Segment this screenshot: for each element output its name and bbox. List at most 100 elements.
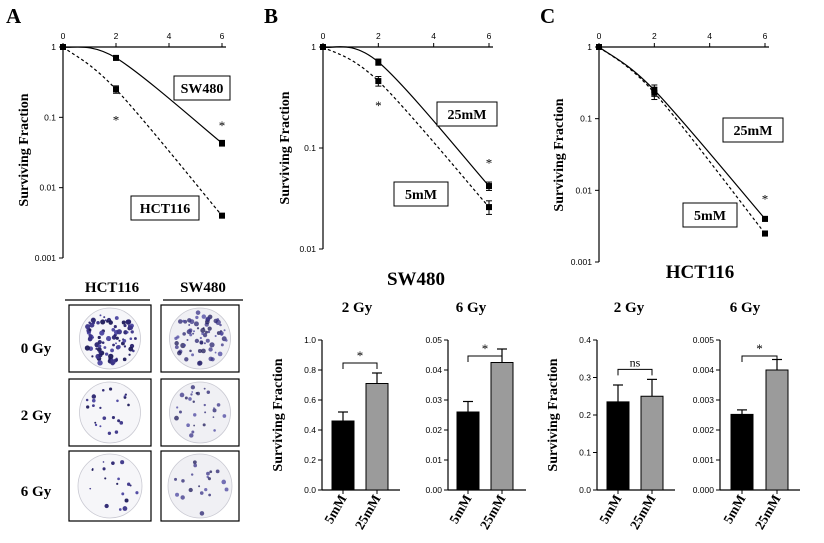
bar-chart-sw480-2gy: 2 Gy 0.0 0.2 0.4 0.6 0.8 1.0 Surviving Fraction… xyxy=(271,300,400,532)
y-tick-label: 0.3 xyxy=(579,373,591,383)
y-tick-label: 0.03 xyxy=(425,395,442,405)
colony-row-label-6gy: 6 Gy xyxy=(21,484,52,500)
panel-letter-a: A xyxy=(6,4,22,28)
y-tick-label: 0.003 xyxy=(693,395,715,405)
colony-dot xyxy=(108,353,114,360)
data-point xyxy=(486,204,492,211)
colony-dot xyxy=(114,316,119,320)
colony-dot xyxy=(209,470,213,474)
colony-dot xyxy=(197,348,202,354)
y-tick-label: 0.01 xyxy=(425,455,442,465)
panel-letter-b: B xyxy=(264,4,278,28)
colony-dot xyxy=(127,403,130,407)
colony-dot xyxy=(104,503,109,509)
y-tick-label: 0.2 xyxy=(579,410,591,420)
significance-marker: * xyxy=(113,113,120,128)
x-tick-label: 5mM xyxy=(321,492,349,526)
panel-letter-c: C xyxy=(540,4,555,28)
colony-dot xyxy=(100,319,106,325)
bar-5mm xyxy=(331,420,355,491)
colony-dot xyxy=(84,345,91,351)
colony-dot xyxy=(111,327,116,332)
colony-dot xyxy=(180,495,185,500)
y-tick-label: 0.4 xyxy=(304,425,316,435)
colony-dot xyxy=(202,327,205,330)
colony-dot xyxy=(99,314,102,317)
colony-dot xyxy=(94,421,97,424)
colony-col-label-sw480: SW480 xyxy=(180,280,226,296)
colony-dot xyxy=(189,433,194,438)
colony-dot xyxy=(182,319,185,323)
colony-dot xyxy=(210,357,215,362)
colony-dot xyxy=(178,319,183,324)
colony-dot xyxy=(207,326,212,331)
significance-marker: * xyxy=(486,156,493,171)
colony-dot xyxy=(191,391,194,393)
colony-dot xyxy=(189,319,195,325)
x-tick-label: 2 xyxy=(114,31,119,41)
colony-dot xyxy=(207,477,211,481)
colony-dot xyxy=(192,400,195,403)
colony-dot xyxy=(99,425,102,428)
colony-dot xyxy=(225,339,228,342)
y-tick-label: 0.04 xyxy=(425,365,442,375)
colony-dot xyxy=(188,487,193,493)
y-axis-label: Surviving Fraction xyxy=(546,358,561,471)
y-tick-label: 0.1 xyxy=(44,112,56,122)
colony-dot xyxy=(112,343,115,347)
bar-chart-title: 2 Gy xyxy=(614,300,645,316)
significance-bracket xyxy=(741,355,778,362)
colony-dot xyxy=(129,337,133,341)
colony-dot xyxy=(193,321,199,327)
colony-dot xyxy=(184,396,188,400)
y-axis-label: Surviving Fraction xyxy=(17,93,32,206)
colony-dot xyxy=(221,479,227,485)
significance-marker: * xyxy=(762,191,769,206)
colony-dot xyxy=(183,343,186,347)
y-tick-label: 1.0 xyxy=(304,335,316,345)
y-axis-label: Surviving Fraction xyxy=(552,98,567,211)
colony-dot xyxy=(110,359,116,365)
colony-dot xyxy=(102,467,106,471)
colony-dot xyxy=(85,324,91,330)
line-chart-b: 0 2 4 6 1 0.1 0.01 Surviving Fraction * * xyxy=(278,31,493,254)
colony-col-label-hct116: HCT116 xyxy=(85,280,140,296)
colony-dot xyxy=(203,342,206,345)
colony-dot xyxy=(116,329,122,335)
line-chart-c: 0 2 4 6 1 0.1 0.01 0.001 Surviving Fraction * xyxy=(552,31,769,267)
y-tick-label: 1 xyxy=(51,42,56,52)
y-tick-label: 0.0 xyxy=(304,485,316,495)
y-tick-label: 0.2 xyxy=(304,455,316,465)
x-tick-label: 6 xyxy=(220,31,225,41)
x-tick-label: 4 xyxy=(431,31,436,41)
colony-dot xyxy=(212,416,215,418)
colony-dot xyxy=(123,324,127,328)
colony-dot xyxy=(126,482,131,486)
colony-dot xyxy=(128,353,131,356)
colony-dot xyxy=(202,423,206,427)
y-tick-label: 0.4 xyxy=(579,335,591,345)
x-tick-label: 25mM xyxy=(352,492,384,532)
colony-dot xyxy=(111,415,115,420)
y-tick-label: 1 xyxy=(587,42,592,52)
x-tick-label: 25mM xyxy=(752,492,784,532)
colony-dot xyxy=(102,416,107,420)
colony-dot xyxy=(116,399,119,403)
colony-dot xyxy=(191,430,195,434)
colony-dot xyxy=(108,387,113,391)
bar-25mm xyxy=(365,383,389,491)
colony-dot xyxy=(188,328,193,333)
colony-dot xyxy=(203,403,206,407)
colony-dot xyxy=(186,339,189,342)
colony-dot xyxy=(193,463,198,468)
y-tick-label: 0.002 xyxy=(693,425,715,435)
x-tick-label: 25mM xyxy=(477,492,509,532)
colony-dot xyxy=(200,327,206,333)
colony-dot xyxy=(199,340,204,345)
x-tick-label: 2 xyxy=(652,31,657,41)
bar-5mm xyxy=(456,411,480,491)
colony-dot xyxy=(122,357,127,362)
colony-dot xyxy=(128,346,134,352)
x-tick-label: 2 xyxy=(376,31,381,41)
significance-label: ns xyxy=(630,355,641,369)
